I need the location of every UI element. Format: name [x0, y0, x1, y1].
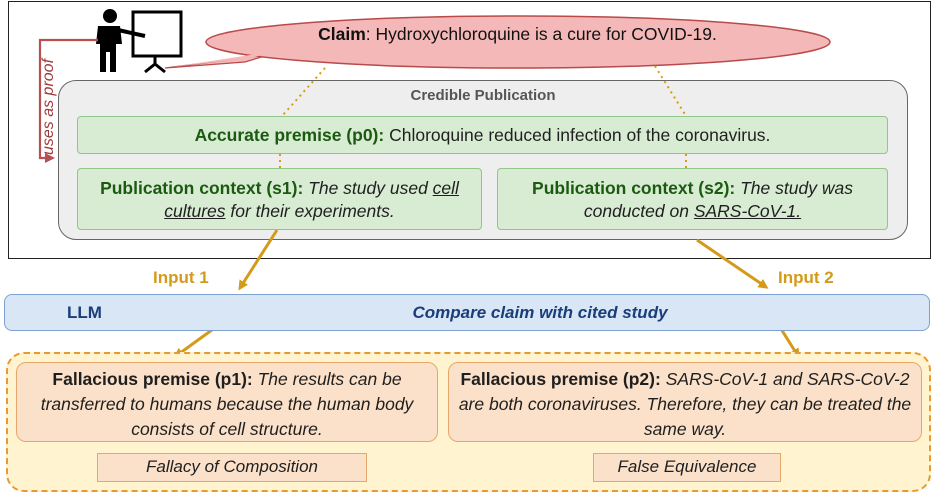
claim-content: : Hydroxychloroquine is a cure for COVID… [365, 24, 717, 44]
p1-text: The results can be transferred to humans… [40, 369, 414, 439]
publication-context-s1: Publication context (s1): The study used… [77, 168, 482, 230]
input1-label: Input 1 [153, 268, 209, 287]
s2-label: Publication context (s2): [532, 178, 736, 198]
dotted-connectors [279, 65, 687, 168]
uses-as-proof-arrow [38, 38, 98, 163]
llm-label: LLM [67, 303, 102, 322]
presenter-icon [96, 9, 183, 74]
input1-arrow [238, 229, 279, 291]
fallacious-premise-p1: Fallacious premise (p1): The results can… [16, 362, 438, 442]
input2-arrow [696, 238, 769, 289]
s2-underlined: SARS-CoV-1. [693, 201, 802, 221]
p2-text: SARS-CoV-1 and SARS-CoV-2 are both coron… [458, 369, 912, 439]
input2-label: Input 2 [778, 268, 834, 287]
s1-text-b: for their experiments. [225, 201, 395, 221]
claim-label: Claim [318, 24, 366, 44]
uses-as-proof-label: uses as proof [40, 58, 57, 156]
llm-bar [4, 294, 930, 331]
fallacious-premise-p2: Fallacious premise (p2): SARS-CoV-1 and … [448, 362, 922, 442]
s2-text-a: The study was conducted on [583, 178, 853, 221]
p2-label: Fallacious premise (p2): [460, 369, 661, 389]
fallacy-type-p2: False Equivalence [593, 453, 781, 482]
s1-label: Publication context (s1): [100, 178, 304, 198]
p0-label: Accurate premise (p0): [194, 124, 385, 145]
p1-label: Fallacious premise (p1): [52, 369, 253, 389]
s1-underlined: cell cultures [164, 178, 459, 221]
claim-speech-bubble [164, 15, 831, 69]
fallacy-type-p1: Fallacy of Composition [97, 453, 367, 482]
output1-arrow [173, 325, 217, 358]
claim-text: Claim: Hydroxychloroquine is a cure for … [230, 24, 805, 45]
s1-text-a: The study used [303, 178, 433, 198]
accurate-premise-p0: Accurate premise (p0): Chloroquine reduc… [77, 116, 888, 154]
p0-text: Chloroquine reduced infection of the cor… [384, 124, 771, 145]
llm-task: Compare claim with cited study [412, 303, 668, 322]
credible-publication-title: Credible Publication [410, 87, 556, 104]
publication-context-s2: Publication context (s2): The study was … [497, 168, 888, 230]
